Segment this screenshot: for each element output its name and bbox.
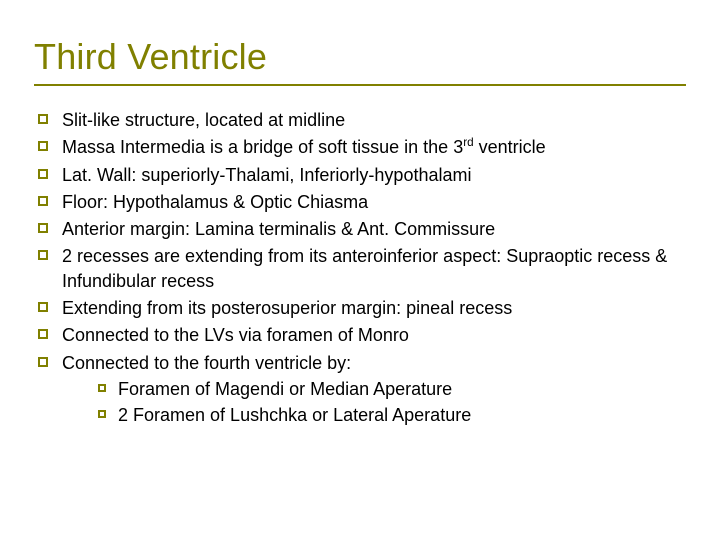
bullet-text: Anterior margin: Lamina terminalis & Ant… [62, 219, 495, 239]
bullet-text-post: ventricle [474, 137, 546, 157]
list-item: 2 recesses are extending from its antero… [34, 244, 686, 293]
list-item: Connected to the fourth ventricle by: Fo… [34, 351, 686, 428]
bullet-text: Floor: Hypothalamus & Optic Chiasma [62, 192, 368, 212]
bullet-text-pre: Massa Intermedia is a bridge of soft tis… [62, 137, 463, 157]
list-item: Extending from its posterosuperior margi… [34, 296, 686, 320]
sub-list-item: Foramen of Magendi or Median Aperature [62, 377, 686, 401]
bullet-list: Slit-like structure, located at midline … [34, 108, 686, 428]
sub-bullet-list: Foramen of Magendi or Median Aperature 2… [62, 377, 686, 428]
sub-bullet-text: Foramen of Magendi or Median Aperature [118, 379, 452, 399]
ordinal-sup: rd [463, 136, 473, 149]
list-item: Anterior margin: Lamina terminalis & Ant… [34, 217, 686, 241]
list-item: Massa Intermedia is a bridge of soft tis… [34, 135, 686, 159]
bullet-text: Connected to the LVs via foramen of Monr… [62, 325, 409, 345]
title-underline [34, 84, 686, 86]
list-item: Lat. Wall: superiorly-Thalami, Inferiorl… [34, 163, 686, 187]
list-item: Slit-like structure, located at midline [34, 108, 686, 132]
list-item: Connected to the LVs via foramen of Monr… [34, 323, 686, 347]
bullet-text: Extending from its posterosuperior margi… [62, 298, 512, 318]
slide-title: Third Ventricle [34, 36, 686, 78]
bullet-text: Connected to the fourth ventricle by: [62, 353, 351, 373]
bullet-text: Lat. Wall: superiorly-Thalami, Inferiorl… [62, 165, 471, 185]
slide: Third Ventricle Slit-like structure, loc… [0, 0, 720, 540]
sub-bullet-text: 2 Foramen of Lushchka or Lateral Aperatu… [118, 405, 471, 425]
bullet-text: 2 recesses are extending from its antero… [62, 246, 667, 290]
sub-list-item: 2 Foramen of Lushchka or Lateral Aperatu… [62, 403, 686, 427]
bullet-text: Slit-like structure, located at midline [62, 110, 345, 130]
list-item: Floor: Hypothalamus & Optic Chiasma [34, 190, 686, 214]
